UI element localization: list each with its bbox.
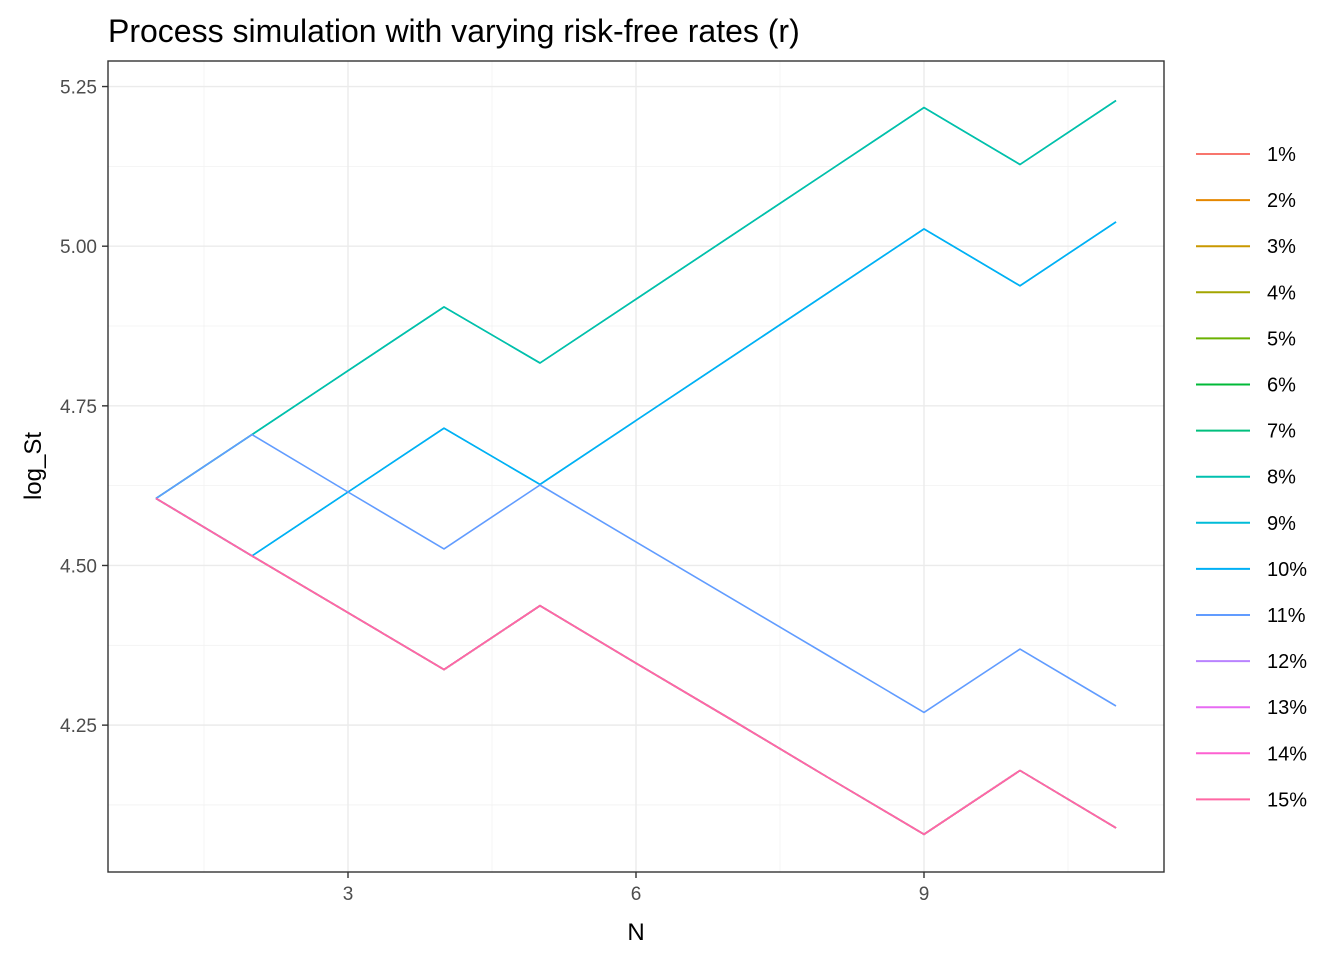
legend-label-7pct: 7% [1267,421,1296,443]
legend-label-1pct: 1% [1267,144,1296,166]
legend-label-2pct: 2% [1267,190,1296,212]
y-tick-label: 5.00 [60,237,97,258]
y-axis-title: log_St [20,432,47,500]
x-tick-label: 3 [343,884,354,905]
legend-label-5pct: 5% [1267,328,1296,350]
legend-label-8pct: 8% [1267,467,1296,489]
legend-label-14pct: 14% [1267,743,1307,765]
x-axis-title: N [627,919,644,946]
y-tick-label: 5.25 [60,78,97,99]
y-tick-label: 4.25 [60,716,97,737]
legend-label-4pct: 4% [1267,282,1296,304]
chart-title: Process simulation with varying risk-fre… [108,13,800,49]
x-axis: 3 6 9 [343,872,930,905]
legend-label-12pct: 12% [1267,651,1307,673]
y-tick-label: 4.75 [60,397,97,418]
y-axis: 4.25 4.50 4.75 5.00 5.25 [60,78,108,737]
series-line-8pct [155,99,1117,500]
legend-label-15pct: 15% [1267,789,1307,811]
legend-label-10pct: 10% [1267,559,1307,581]
series-line-11pct [155,433,1117,714]
series-line-15pct [155,497,1117,836]
grid [108,61,1164,872]
legend-label-11pct: 11% [1267,605,1306,627]
y-tick-label: 4.50 [60,556,97,577]
legend-label-3pct: 3% [1267,236,1296,258]
series-layer [155,99,1117,836]
legend: 1% 2% 3% 4% 5% 6% 7% 8% 9% 10% 11% 12% 13% 14% 15% [1196,144,1307,811]
legend-label-13pct: 13% [1267,697,1307,719]
x-tick-label: 6 [631,884,642,905]
legend-label-9pct: 9% [1267,513,1296,535]
legend-label-6pct: 6% [1267,375,1296,397]
x-tick-label: 9 [919,884,930,905]
series-line-10pct [155,221,1117,557]
